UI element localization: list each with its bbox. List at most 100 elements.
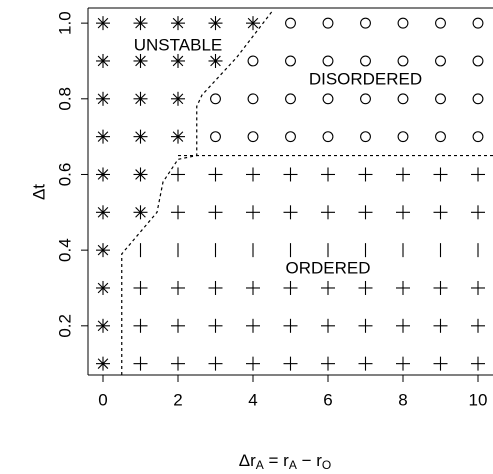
point — [322, 55, 334, 67]
point — [396, 318, 410, 333]
point — [396, 167, 410, 182]
y-tick-label: 0.6 — [55, 163, 74, 187]
point — [133, 205, 148, 220]
x-tick-label: 4 — [248, 390, 257, 409]
point — [396, 356, 410, 371]
point — [247, 131, 259, 143]
x-tick-label: 8 — [398, 390, 407, 409]
point — [171, 53, 185, 68]
point — [435, 93, 446, 105]
stroke — [135, 93, 146, 105]
point — [96, 91, 110, 106]
point — [360, 17, 371, 29]
point — [396, 280, 410, 295]
y-tick-label: 1.0 — [55, 11, 74, 35]
stroke — [210, 55, 221, 67]
point — [171, 16, 185, 31]
point — [283, 318, 298, 333]
point — [246, 356, 260, 371]
stroke — [285, 55, 296, 67]
point — [208, 16, 223, 31]
stroke — [397, 17, 409, 29]
point — [433, 205, 448, 220]
stroke — [97, 282, 109, 294]
point — [358, 356, 373, 371]
point — [96, 243, 110, 258]
stroke — [435, 17, 446, 29]
x-label-part: Δr — [239, 451, 256, 470]
stroke — [360, 17, 371, 29]
x-label-sub: O — [322, 458, 331, 472]
stroke — [97, 169, 109, 180]
stroke — [97, 207, 109, 218]
stroke — [135, 17, 146, 29]
stroke — [172, 17, 184, 29]
stroke — [435, 93, 446, 105]
y-tick-label: 0.2 — [55, 314, 74, 338]
stroke — [247, 55, 259, 67]
point — [322, 93, 334, 105]
stroke — [97, 358, 109, 369]
y-tick-label: 0.4 — [55, 238, 74, 262]
point — [435, 131, 446, 143]
point — [358, 280, 373, 295]
point — [171, 129, 185, 144]
stroke — [322, 131, 334, 143]
point — [435, 17, 446, 29]
point — [283, 356, 298, 371]
y-axis-label: Δt — [29, 184, 48, 200]
point — [133, 91, 148, 106]
point — [246, 205, 260, 220]
stroke — [97, 244, 109, 256]
stroke — [210, 93, 221, 105]
point — [397, 55, 409, 67]
point — [96, 205, 110, 220]
point — [210, 131, 221, 143]
point — [358, 167, 373, 182]
point — [96, 129, 110, 144]
stroke — [172, 55, 184, 67]
point — [208, 167, 223, 182]
x-label-part: − r — [297, 451, 322, 470]
x-axis-label: ΔrA = rA − rO — [239, 451, 332, 472]
point — [321, 280, 335, 295]
stroke — [360, 131, 371, 143]
stroke — [322, 93, 334, 105]
point — [208, 318, 223, 333]
point — [208, 53, 223, 68]
point — [397, 17, 409, 29]
point — [133, 53, 148, 68]
stroke — [397, 131, 409, 143]
point — [285, 17, 296, 29]
point — [171, 167, 185, 182]
point — [283, 205, 298, 220]
point — [358, 205, 373, 220]
point — [247, 55, 259, 67]
region-label: UNSTABLE — [134, 35, 223, 54]
point — [171, 318, 185, 333]
point — [360, 131, 371, 143]
point — [471, 356, 485, 371]
point — [133, 280, 148, 295]
point — [133, 167, 148, 182]
point — [358, 318, 373, 333]
point — [472, 55, 484, 67]
point — [433, 167, 448, 182]
x-tick-label: 10 — [469, 390, 488, 409]
stroke — [97, 131, 109, 142]
point — [133, 356, 148, 371]
stroke — [360, 93, 371, 105]
stroke — [322, 55, 334, 67]
point — [133, 16, 148, 31]
stroke — [135, 169, 146, 180]
stroke — [360, 55, 371, 67]
point — [433, 280, 448, 295]
point — [208, 356, 223, 371]
point — [360, 55, 371, 67]
point — [397, 131, 409, 143]
region-label: DISORDERED — [309, 69, 422, 88]
point — [283, 280, 298, 295]
point — [472, 131, 484, 143]
point — [471, 318, 485, 333]
